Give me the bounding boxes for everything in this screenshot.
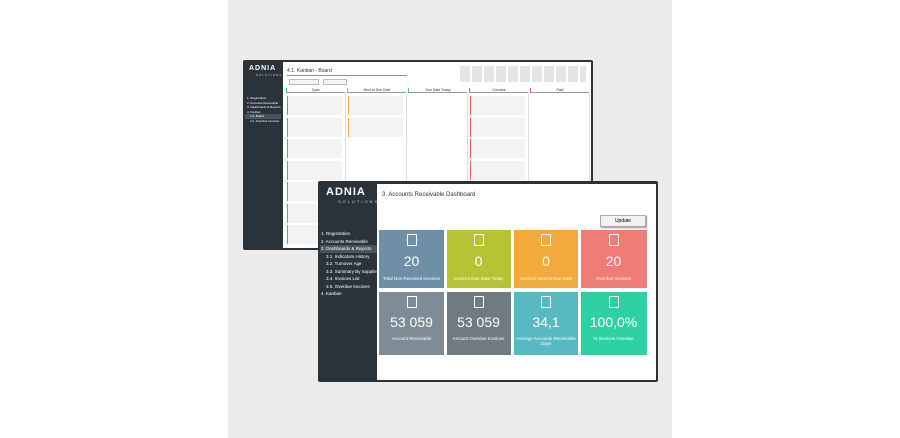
- front-window: ADNIA SOLUTIONS 3. Accounts Receivable D…: [318, 181, 658, 382]
- button[interactable]: [289, 79, 319, 85]
- column-divider: [406, 94, 407, 244]
- column-divider: [467, 94, 468, 244]
- menu-item[interactable]: 2. Accounts Receivable: [247, 100, 279, 105]
- kpi-tile[interactable]: 0 Invoices Due Date Today: [446, 230, 511, 288]
- column-divider: [589, 94, 590, 244]
- tile-value: 34,1: [532, 314, 560, 330]
- column-header: Due Date Today: [408, 88, 467, 93]
- tile-icon: [541, 234, 551, 246]
- logo-sub: SOLUTIONS: [338, 199, 380, 204]
- menu-highlight: [320, 245, 377, 253]
- menu-item[interactable]: 3.5. Overdue Invoices: [326, 283, 370, 289]
- window-title: 3. Accounts Receivable Dashboard: [382, 192, 476, 198]
- menu-item[interactable]: 4. Kanban: [247, 109, 261, 114]
- tile-label: % Invoices Overdue: [593, 336, 634, 341]
- tile-value: 53 059: [457, 314, 500, 330]
- tile-label: Total Non Received Invoices: [383, 276, 440, 281]
- menu-item[interactable]: 3. Dashboards & Reports: [247, 105, 281, 109]
- menu-item[interactable]: 3.3. Summary By Suppliers: [326, 268, 381, 274]
- tile-icon: [608, 234, 619, 246]
- tile-value: 0: [474, 253, 483, 269]
- column-header: Overdue: [469, 88, 528, 93]
- kanban-card: [470, 160, 525, 180]
- menu-item[interactable]: 4.1. Board: [250, 114, 264, 118]
- button[interactable]: [323, 79, 347, 85]
- kanban-card: [348, 117, 403, 137]
- red-note: [287, 75, 407, 76]
- kanban-card: [287, 96, 342, 115]
- tile-label: Invoices Next to Due Date: [519, 276, 573, 281]
- menu-item[interactable]: 2. Accounts Receivable: [321, 238, 368, 244]
- column-header: Paid: [530, 88, 589, 93]
- kanban-card: [470, 96, 525, 115]
- kanban-card: [287, 117, 342, 137]
- kpi-tile[interactable]: 34,1 Average Accounts Receivable Days: [514, 292, 578, 355]
- menu-item[interactable]: 3.2. Turnover Age: [326, 261, 362, 266]
- column-header: Next to Due Date: [347, 88, 406, 93]
- kpi-tile[interactable]: 53 059 Amount Overdue Invoices: [446, 292, 511, 355]
- tile-value: 20: [605, 253, 622, 269]
- menu-highlight: [245, 114, 281, 119]
- kanban-card: [287, 160, 342, 180]
- update-button[interactable]: Update: [600, 215, 646, 227]
- logo-sub: SOLUTIONS: [256, 73, 283, 77]
- tile-icon: [406, 296, 417, 308]
- menu-item[interactable]: 4. Kanban: [321, 291, 342, 296]
- column-divider: [528, 94, 529, 244]
- filters: [460, 66, 586, 82]
- column-divider: [345, 94, 346, 244]
- kpi-tile[interactable]: 20 Overdue Invoices: [580, 230, 647, 288]
- logo: ADNIA: [249, 65, 277, 72]
- tile-value: 53 059: [390, 314, 433, 330]
- menu-item[interactable]: 3. Dashboards & Reports: [321, 246, 372, 251]
- tile-icon: [473, 234, 484, 246]
- tile-icon: [473, 296, 484, 308]
- tile-label: Account Receivable: [391, 336, 432, 341]
- window-title: 4.1. Kanban - Board: [287, 68, 332, 74]
- kanban-card: [470, 117, 525, 137]
- logo: ADNIA: [326, 186, 366, 198]
- kanban-card: [470, 139, 525, 158]
- kpi-tile[interactable]: 53 059 Account Receivable: [379, 292, 444, 355]
- kanban-card: [287, 139, 342, 158]
- tile-label: Average Accounts Receivable Days: [516, 336, 576, 346]
- tile-icon: [608, 296, 619, 308]
- tile-icon: [541, 296, 551, 308]
- tile-label: Amount Overdue Invoices: [452, 336, 505, 341]
- tile-value: 20: [403, 253, 420, 269]
- kpi-tile[interactable]: 20 Total Non Received Invoices: [379, 230, 444, 288]
- menu-item[interactable]: 3.4. Invoices List: [326, 276, 360, 281]
- column-header: Open: [286, 88, 345, 93]
- tile-label: Invoices Due Date Today: [453, 276, 504, 281]
- menu-item[interactable]: 4.2. Overdue Invoices: [250, 118, 280, 123]
- kpi-tile[interactable]: 100,0% % Invoices Overdue: [580, 292, 647, 355]
- menu-item[interactable]: 1. Registration: [247, 96, 267, 100]
- kanban-card: [348, 96, 403, 115]
- back-window: ADNIA SOLUTIONS 4.1. Kanban - Board 1. R…: [243, 60, 593, 250]
- kpi-tile[interactable]: 0 Invoices Next to Due Date: [514, 230, 578, 288]
- tile-label: Overdue Invoices: [595, 276, 632, 281]
- menu-item[interactable]: 1. Registration: [321, 231, 351, 236]
- tile-value: 0: [542, 253, 550, 269]
- tile-value: 100,0%: [589, 314, 638, 330]
- menu-item[interactable]: 3.1. Indicators History: [326, 253, 370, 259]
- tile-icon: [406, 234, 417, 246]
